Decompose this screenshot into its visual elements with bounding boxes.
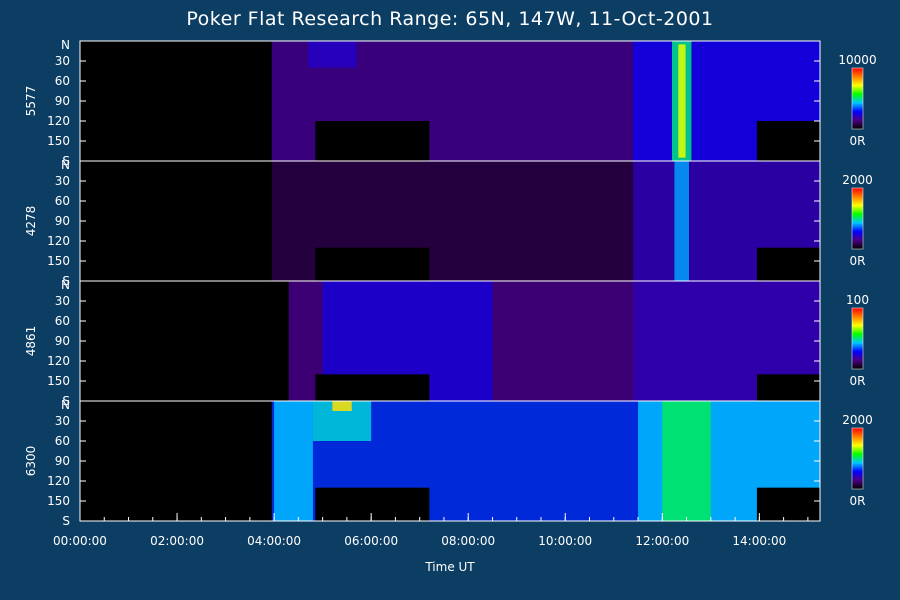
colorbar-max-label: 2000: [842, 173, 873, 187]
no-data-region: [756, 121, 820, 161]
y-tick-label: 30: [55, 54, 70, 68]
emission-region: [274, 401, 313, 521]
colorbar-max-label: 100: [846, 293, 869, 307]
y-tick-label: 90: [55, 334, 70, 348]
y-tick-label: S: [62, 274, 70, 288]
emission-region: [674, 161, 689, 281]
x-tick-label: 12:00:00: [635, 534, 689, 548]
colorbar: [851, 187, 864, 250]
emission-region: [662, 401, 711, 521]
colorbar: [851, 427, 864, 490]
colorbar-min-label: 0R: [850, 494, 866, 508]
no-data-region: [315, 247, 430, 281]
x-tick-label: 06:00:00: [344, 534, 398, 548]
no-data-region: [80, 161, 272, 281]
series-label-5577: 5577: [24, 86, 38, 117]
y-tick-label: 60: [55, 314, 70, 328]
x-tick-label: 08:00:00: [441, 534, 495, 548]
y-tick-label: N: [61, 38, 70, 52]
y-tick-label: 90: [55, 94, 70, 108]
y-tick-label: 60: [55, 74, 70, 88]
y-tick-label: 90: [55, 454, 70, 468]
y-tick-label: 30: [55, 294, 70, 308]
x-axis-label: Time UT: [424, 560, 475, 574]
colorbar-min-label: 0R: [850, 254, 866, 268]
no-data-region: [756, 247, 820, 281]
panel-4861: N 30 60 90 120 150 S 4861 100 0R: [24, 278, 869, 408]
y-tick-label: S: [62, 394, 70, 408]
series-label-6300: 6300: [24, 446, 38, 477]
colorbar: [851, 67, 864, 130]
x-tick-label: 04:00:00: [247, 534, 301, 548]
no-data-region: [756, 487, 820, 521]
y-tick-label: N: [61, 158, 70, 172]
no-data-region: [80, 401, 272, 521]
no-data-region: [315, 487, 430, 521]
emission-region: [332, 401, 352, 411]
y-tick-label: 120: [47, 114, 70, 128]
y-tick-label: N: [61, 278, 70, 292]
y-tick-label: S: [62, 154, 70, 168]
y-tick-label: 30: [55, 174, 70, 188]
emission-region: [678, 44, 686, 158]
colorbar-max-label: 2000: [842, 413, 873, 427]
colorbar-max-label: 10000: [838, 53, 876, 67]
x-tick-label: 00:00:00: [53, 534, 107, 548]
no-data-region: [315, 121, 430, 161]
y-tick-label: 60: [55, 434, 70, 448]
panel-4278: N 30 60 90 120 150 S 4278 2000 0R: [24, 158, 873, 288]
x-tick-label: 14:00:00: [732, 534, 786, 548]
series-label-4278: 4278: [24, 206, 38, 237]
y-tick-label: 150: [47, 134, 70, 148]
series-label-4861: 4861: [24, 326, 38, 357]
y-tick-label: N: [61, 398, 70, 412]
y-tick-label: 150: [47, 494, 70, 508]
y-tick-label: 150: [47, 374, 70, 388]
y-tick-label: 150: [47, 254, 70, 268]
panel-6300: N 30 60 90 120 150 S 6300 2000 0R: [24, 398, 873, 528]
y-tick-label: 90: [55, 214, 70, 228]
y-tick-label: 120: [47, 354, 70, 368]
chart-title: Poker Flat Research Range: 65N, 147W, 11…: [186, 8, 714, 30]
no-data-region: [80, 281, 289, 401]
y-tick-label: 120: [47, 474, 70, 488]
x-tick-label: 10:00:00: [538, 534, 592, 548]
y-tick-label: 60: [55, 194, 70, 208]
colorbar: [851, 307, 864, 370]
y-tick-label: 30: [55, 414, 70, 428]
colorbar-min-label: 0R: [850, 374, 866, 388]
no-data-region: [315, 374, 430, 401]
y-tick-label: S: [62, 514, 70, 528]
colorbar-min-label: 0R: [850, 134, 866, 148]
panel-5577: N 30 60 90 120 150 S 5577 10000 0R: [24, 38, 877, 168]
x-tick-label: 02:00:00: [150, 534, 204, 548]
no-data-region: [756, 374, 820, 401]
y-tick-label: 120: [47, 234, 70, 248]
emission-region: [308, 41, 357, 68]
no-data-region: [80, 41, 272, 161]
